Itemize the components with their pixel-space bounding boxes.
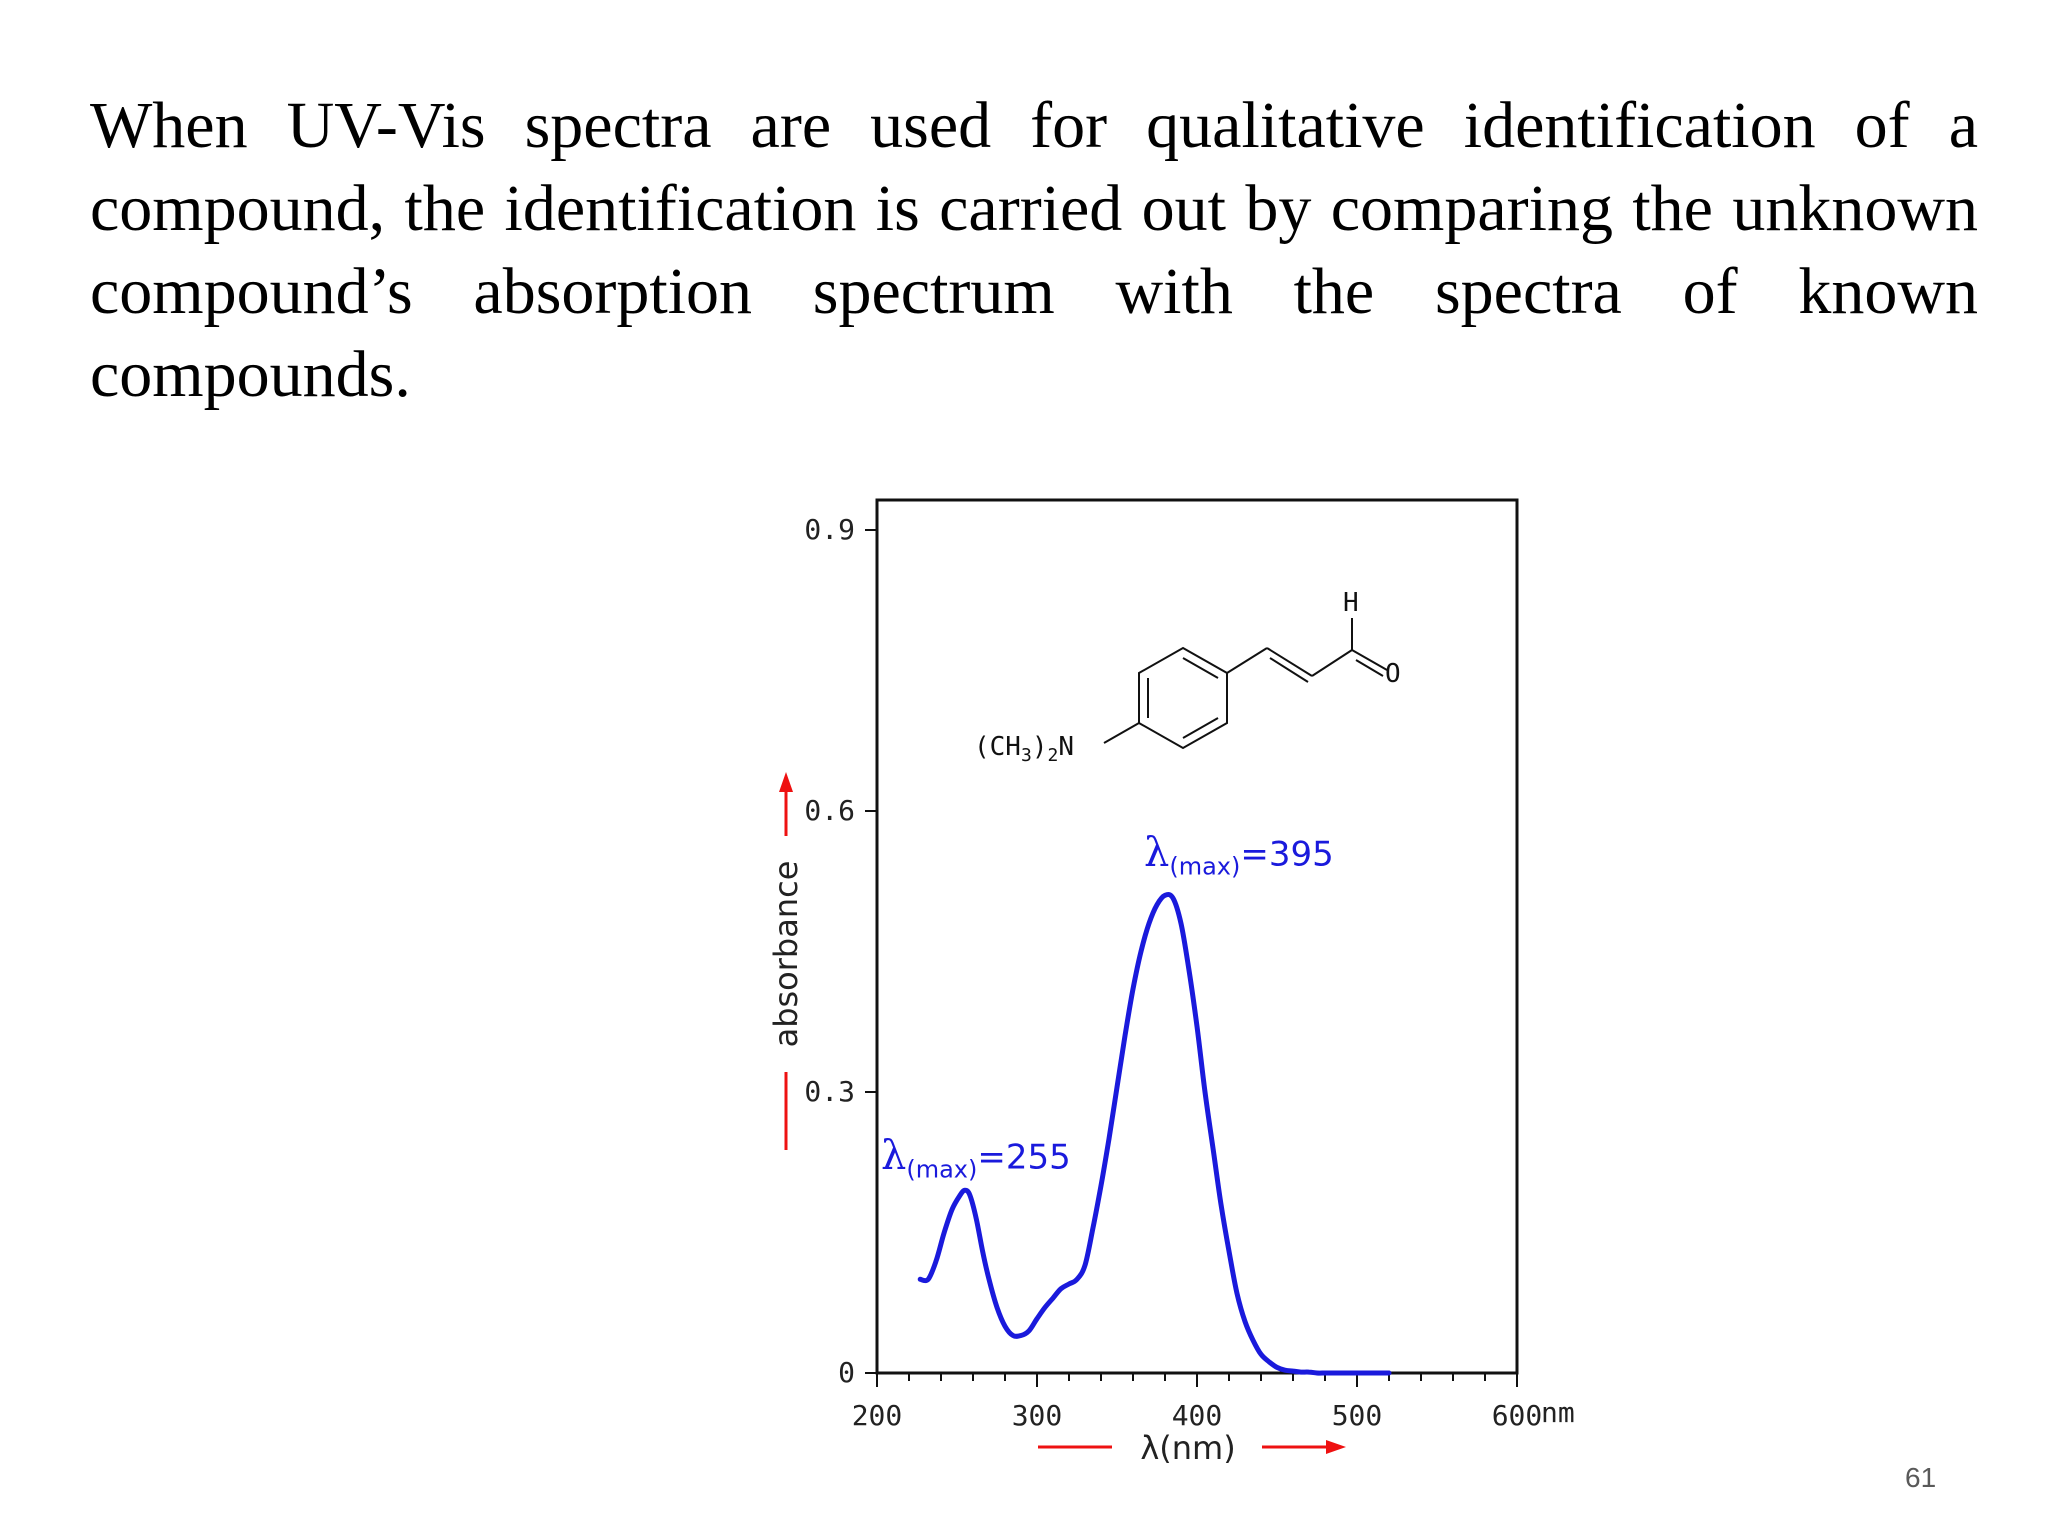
- x-axis-arrowhead: [1326, 1440, 1346, 1454]
- plot-frame: [875, 498, 1519, 1375]
- x-axis-ticks: 200 300 400 500 600: [852, 1373, 1543, 1432]
- vinyl-bond-1: [1226, 647, 1268, 674]
- peak-annotations: λ(max)=255 λ(max)=395: [881, 829, 1334, 1183]
- x-tick-label: 600: [1492, 1399, 1543, 1432]
- y-tick-label: 0.3: [804, 1075, 855, 1108]
- carbonyl-bond-1: [1351, 649, 1388, 671]
- molecule-structure: [1103, 618, 1388, 750]
- x-axis-unit: nm: [1541, 1396, 1575, 1429]
- benzene-ring: [1138, 646, 1228, 750]
- vinyl-double-bond: [1269, 657, 1309, 683]
- y-axis-arrowhead: [779, 772, 793, 792]
- x-tick-label: 400: [1172, 1399, 1223, 1432]
- ring-double-bond-2: [1182, 717, 1219, 739]
- carbonyl-bond-2: [1355, 659, 1384, 677]
- spectrum-line: [917, 891, 1392, 1376]
- n-ring-bond: [1103, 722, 1140, 744]
- x-axis-title: λ(nm): [1140, 1429, 1235, 1467]
- slide-paragraph: When UV-Vis spectra are used for qualita…: [90, 89, 1978, 411]
- aldehyde-h-label: H: [1343, 588, 1359, 618]
- y-axis-title-group: absorbance: [767, 772, 805, 1150]
- aldehyde-bond: [1311, 649, 1353, 677]
- y-axis-ticks: 0 0.3 0.6 0.9: [804, 513, 877, 1389]
- x-axis-title-group: λ(nm): [1038, 1429, 1346, 1467]
- x-tick-label: 200: [852, 1399, 903, 1432]
- dimethylamino-label: (CH3)2N: [974, 732, 1074, 766]
- y-tick-label: 0: [838, 1356, 855, 1389]
- carbonyl-o-label: O: [1385, 659, 1401, 689]
- peak-annotation: λ(max)=255: [881, 1132, 1071, 1183]
- peak-annotation: λ(max)=395: [1144, 829, 1334, 880]
- x-tick-label: 500: [1332, 1399, 1383, 1432]
- y-tick-label: 0.6: [804, 794, 855, 827]
- y-axis-title: absorbance: [767, 861, 805, 1048]
- vinyl-bond-2: [1266, 647, 1313, 677]
- ring-double-bond-1: [1182, 657, 1219, 679]
- y-tick-label: 0.9: [804, 513, 855, 546]
- page-number: 61: [1905, 1462, 1937, 1493]
- x-tick-label: 300: [1012, 1399, 1063, 1432]
